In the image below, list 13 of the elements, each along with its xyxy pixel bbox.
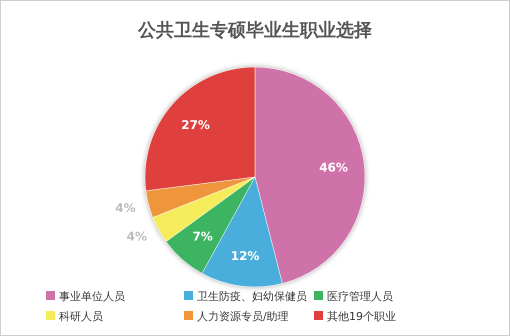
legend-label: 人力资源专员/助理	[197, 310, 289, 323]
legend-label: 卫生防疫、妇幼保健员	[197, 290, 307, 303]
chart-title: 公共卫生专硕毕业生职业选择	[137, 20, 372, 41]
legend-label: 其他19个职业	[327, 310, 396, 323]
data-label: 4%	[115, 200, 136, 215]
legend-label: 医疗管理人员	[327, 290, 393, 303]
data-label: 4%	[126, 230, 148, 244]
legend-label: 科研人员	[59, 310, 103, 323]
data-label: 46%	[319, 160, 348, 174]
data-label: 7%	[192, 230, 213, 244]
data-label: 12%	[230, 248, 260, 263]
data-label: 27%	[181, 118, 210, 132]
legend-label: 事业单位人员	[59, 290, 125, 303]
